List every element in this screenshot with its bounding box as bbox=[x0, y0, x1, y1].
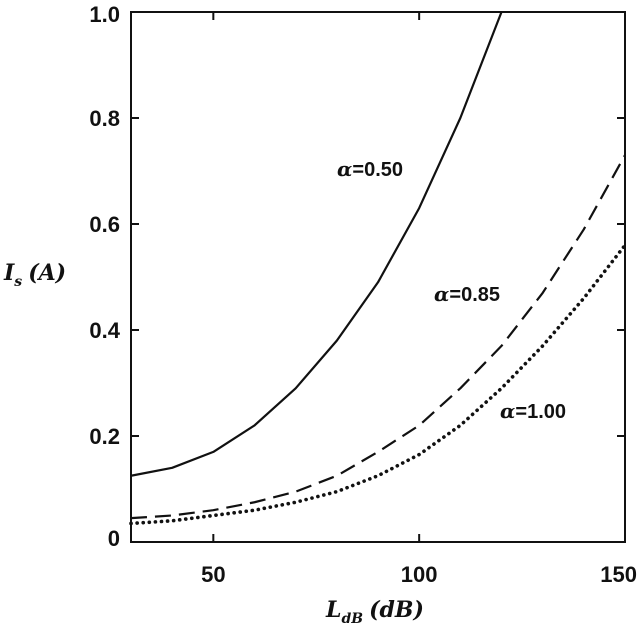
series-label-alpha-050: α=0.50 bbox=[337, 157, 403, 181]
series-layer bbox=[129, 11, 627, 526]
alpha-symbol: α bbox=[434, 282, 449, 306]
x-axis-label-main: L bbox=[325, 597, 341, 623]
y-axis-label: Is (A) bbox=[3, 260, 66, 290]
series-line-2 bbox=[129, 243, 627, 526]
series-label-layer: α=0.50 α=0.85 α=1.00 bbox=[337, 157, 566, 423]
alpha-symbol: α bbox=[500, 399, 515, 423]
y-tick-label-2: 0.4 bbox=[89, 318, 120, 343]
series-line-1 bbox=[130, 154, 626, 520]
y-tick-label-1: 0.2 bbox=[89, 424, 120, 449]
y-tick-label-3: 0.6 bbox=[89, 212, 120, 237]
plot-frame bbox=[130, 11, 626, 543]
y-tick-label-0: 0 bbox=[108, 526, 120, 551]
x-tick-label-2: 150 bbox=[600, 562, 637, 587]
tick-label-layer: 50 100 150 0 0.2 0.4 0.6 0.8 1.0 bbox=[89, 2, 637, 587]
series-line-0 bbox=[130, 11, 503, 477]
alpha-symbol: α bbox=[337, 157, 352, 181]
alpha-value: =0.85 bbox=[449, 284, 500, 306]
x-tick-label-1: 100 bbox=[401, 562, 438, 587]
y-axis-label-unit: (A) bbox=[28, 260, 66, 286]
x-axis-label-unit: (dB) bbox=[369, 597, 424, 623]
alpha-value: =1.00 bbox=[515, 401, 566, 423]
y-axis-label-sub: s bbox=[14, 274, 22, 290]
x-axis-label-sub: dB bbox=[341, 611, 363, 627]
y-tick-label-5: 1.0 bbox=[89, 2, 120, 27]
y-tick-label-4: 0.8 bbox=[89, 106, 120, 131]
x-axis-label: LdB (dB) bbox=[325, 597, 424, 627]
series-label-alpha-100: α=1.00 bbox=[500, 399, 566, 423]
series-label-alpha-085: α=0.85 bbox=[434, 282, 500, 306]
y-axis-label-main: I bbox=[3, 260, 15, 286]
alpha-value: =0.50 bbox=[352, 159, 403, 181]
ticks-layer bbox=[131, 11, 626, 543]
x-tick-label-0: 50 bbox=[201, 562, 225, 587]
